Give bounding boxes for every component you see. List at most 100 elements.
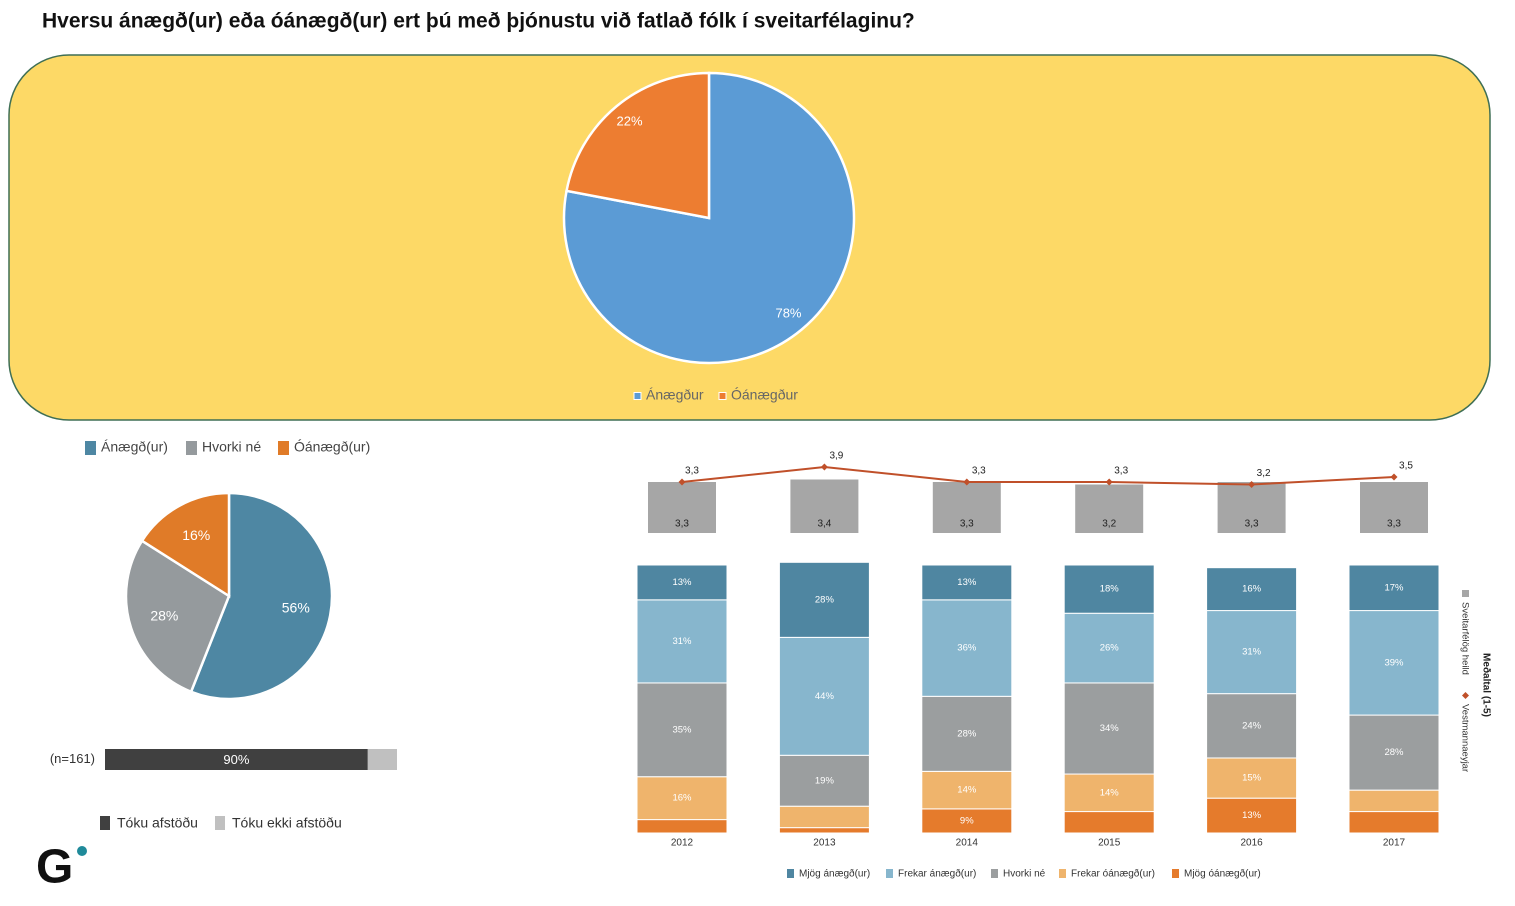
- logo-dot: [77, 846, 87, 856]
- bar-segment: [1348, 564, 1440, 612]
- line-marker: [1248, 481, 1256, 488]
- bar-segment: [1063, 773, 1155, 813]
- mean-bar-label: 3,4: [817, 519, 831, 530]
- bar-label: 35%: [672, 724, 692, 735]
- legend-swatch: [718, 392, 727, 400]
- legend-swatch: [85, 441, 96, 455]
- line-label: 3,3: [972, 466, 986, 477]
- bar-label: 13%: [1242, 810, 1262, 821]
- legend-label: Frekar óánægð(ur): [1071, 868, 1155, 880]
- bar-label: 15%: [1242, 773, 1262, 784]
- legend-label: Vestmannaeyjar: [1459, 704, 1470, 772]
- bar-segment: [1063, 564, 1155, 614]
- bar-segment: [778, 805, 870, 829]
- bar-label: 31%: [672, 636, 692, 647]
- mean-axis-label: Meðaltal (1-5): [1480, 653, 1492, 717]
- legend-swatch: [886, 869, 893, 878]
- legend-label: Hvorki né: [202, 439, 261, 455]
- bar-label: 14%: [957, 785, 977, 796]
- line-label: 3,9: [829, 451, 843, 462]
- legend-label: Mjög ánægð(ur): [799, 868, 870, 880]
- bar-segment: [778, 636, 870, 756]
- legend-label: Óánægður: [731, 387, 798, 403]
- legend-swatch: [278, 441, 289, 455]
- bar-label: 34%: [1100, 723, 1120, 734]
- x-tick-label: 2013: [813, 838, 836, 849]
- legend-label: Óánægð(ur): [294, 439, 370, 455]
- bar-label: 13%: [957, 577, 977, 588]
- pie-slice: [124, 539, 231, 694]
- slice-label: 78%: [775, 306, 801, 321]
- mean-bar: [932, 482, 1001, 533]
- x-tick-label: 2014: [956, 838, 979, 849]
- bar-segment: [1063, 612, 1155, 684]
- bar-segment: [1206, 757, 1298, 799]
- bar-label: 24%: [1242, 720, 1262, 731]
- bar-label: 28%: [815, 594, 835, 605]
- bar-label: 16%: [672, 793, 692, 804]
- line-marker: [1105, 478, 1113, 486]
- line-label: 3,3: [685, 466, 699, 477]
- legend-swatch: [186, 441, 197, 455]
- bar-segment: [921, 695, 1013, 772]
- bar-segment: [778, 754, 870, 807]
- bar-segment: [921, 770, 1013, 810]
- bar-segment: [1348, 789, 1440, 813]
- line-marker: [820, 463, 828, 471]
- bar-segment: [1206, 797, 1298, 834]
- category-label: (n=161): [50, 751, 95, 766]
- line-label: 3,2: [1257, 468, 1271, 479]
- legend-label: Tóku ekki afstöðu: [232, 815, 342, 831]
- bar-label: 18%: [1100, 584, 1120, 595]
- bar-segment: [1063, 682, 1155, 775]
- bar-label: 28%: [1384, 747, 1404, 758]
- legend-swatch: [991, 869, 998, 878]
- logo: G: [36, 841, 73, 894]
- bar-segment: [636, 819, 728, 834]
- bar-segment: [1348, 610, 1440, 716]
- pie-slice: [565, 71, 711, 220]
- legend-swatch: [633, 392, 642, 400]
- bar-segment: [1206, 693, 1298, 759]
- bar-label: 14%: [1100, 787, 1120, 798]
- line-marker: [963, 478, 971, 486]
- x-tick-label: 2017: [1383, 838, 1406, 849]
- line-label: 3,3: [1114, 466, 1128, 477]
- bar-label: 17%: [1384, 582, 1404, 593]
- line-marker: [678, 478, 686, 486]
- bar-segment: [778, 827, 870, 834]
- legend-swatch: [215, 816, 225, 830]
- mean-bar-label: 3,3: [675, 519, 689, 530]
- bar-label: 31%: [1242, 647, 1262, 658]
- bar-label: 44%: [815, 691, 835, 702]
- legend-swatch: [1172, 869, 1179, 878]
- mean-legend: Sveitarfélög heild Vestmannaeyjar: [1459, 590, 1470, 772]
- line-label: 3,5: [1399, 461, 1413, 472]
- bar-segment: [1348, 714, 1440, 791]
- pie-slice: [189, 491, 334, 701]
- mean-bar-label: 3,3: [1245, 519, 1259, 530]
- mean-bar-label: 3,3: [1387, 519, 1401, 530]
- mean-bar: [1360, 482, 1428, 533]
- bar-label: 19%: [815, 775, 835, 786]
- bar-label: 90%: [223, 752, 249, 767]
- mean-bar-label: 3,2: [1102, 519, 1116, 530]
- x-tick-label: 2016: [1240, 838, 1263, 849]
- bar-segment: [105, 749, 368, 770]
- legend-swatch: [100, 816, 110, 830]
- mean-bar: [1217, 482, 1286, 533]
- legend-swatch: [1462, 590, 1469, 597]
- legend-label: Hvorki né: [1003, 869, 1046, 880]
- slice-label: 56%: [282, 599, 310, 615]
- line-marker: [1390, 473, 1398, 481]
- legend-label: Sveitarfélög heild: [1459, 602, 1470, 675]
- bar-label: 16%: [1242, 584, 1262, 595]
- bar-label: 26%: [1100, 643, 1120, 654]
- mean-line: [681, 465, 1395, 486]
- legend-swatch: [1462, 692, 1469, 699]
- bar-segment: [1206, 610, 1298, 695]
- x-tick-label: 2012: [671, 838, 694, 849]
- legend-label: Tóku afstöðu: [117, 815, 198, 831]
- mean-bar: [648, 482, 716, 533]
